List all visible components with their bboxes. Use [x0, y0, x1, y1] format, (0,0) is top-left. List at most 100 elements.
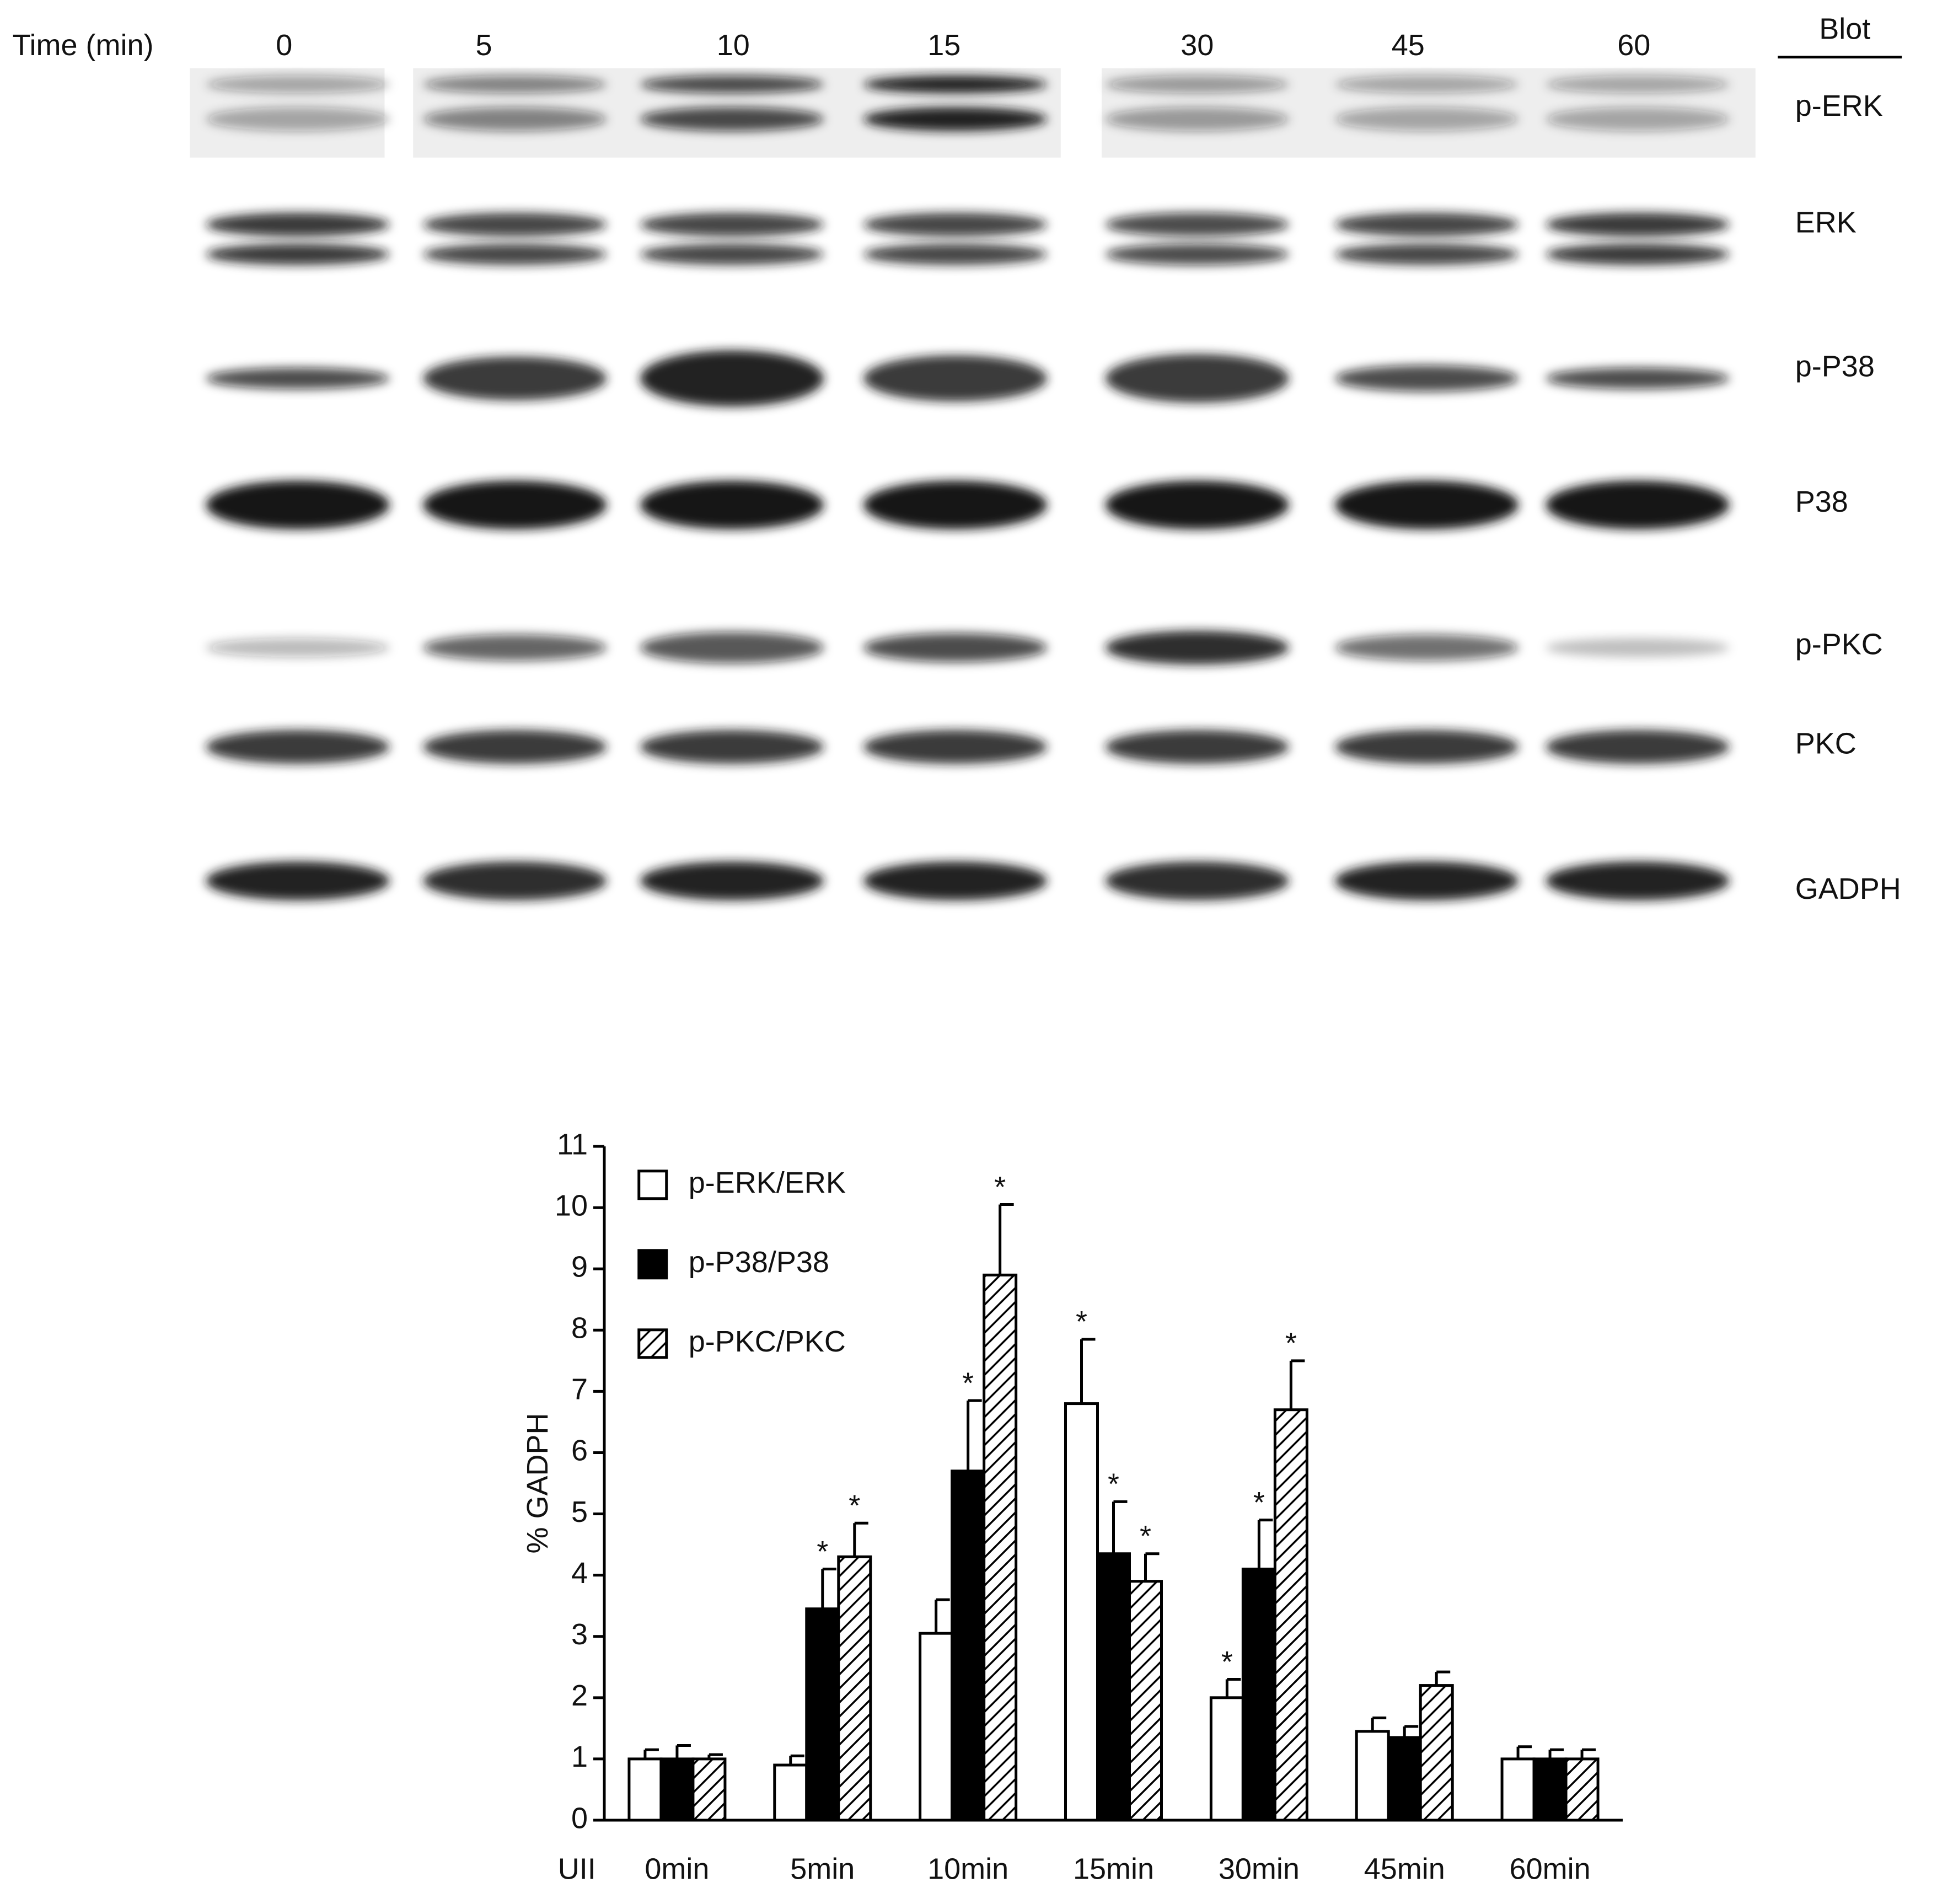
blot-band — [1105, 212, 1289, 237]
y-tick-label: 6 — [571, 1434, 588, 1467]
time-value: 0 — [276, 29, 292, 62]
blot-band — [206, 638, 390, 657]
significance-mark: * — [1140, 1520, 1151, 1553]
blot-band — [1335, 243, 1519, 265]
blot-row-label: PKC — [1795, 727, 1856, 760]
blot-band — [206, 861, 390, 900]
y-tick-label: 10 — [555, 1189, 588, 1222]
bar — [1209, 1696, 1244, 1822]
blot-band — [863, 107, 1047, 131]
y-tick-label: 11 — [557, 1128, 588, 1161]
significance-mark: * — [849, 1489, 860, 1522]
legend-label: p-P38/P38 — [689, 1246, 829, 1279]
time-value: 60 — [1617, 29, 1650, 62]
y-tick-label: 3 — [571, 1618, 588, 1651]
blot-band — [1105, 480, 1289, 529]
legend-swatch — [637, 1170, 668, 1200]
x-tick-label: 45min — [1364, 1852, 1445, 1885]
blot-band — [863, 75, 1047, 94]
blot-band — [206, 212, 390, 237]
blot-band — [1105, 75, 1289, 94]
x-tick-label: 60min — [1510, 1852, 1591, 1885]
x-axis-title: UII — [558, 1852, 596, 1885]
blot-row-label: p-ERK — [1795, 89, 1883, 122]
bar — [1564, 1757, 1600, 1822]
blot-band — [206, 480, 390, 529]
blot-band — [1546, 212, 1730, 237]
y-tick-label: 5 — [571, 1495, 588, 1528]
y-tick-label: 8 — [571, 1312, 588, 1345]
x-tick-label: 15min — [1073, 1852, 1154, 1885]
x-tick-label: 10min — [927, 1852, 1008, 1885]
blot-band — [1335, 861, 1519, 900]
bar — [691, 1757, 727, 1822]
blot-band — [1546, 480, 1730, 529]
bar — [1419, 1684, 1454, 1822]
blot-band — [863, 480, 1047, 529]
blot-band — [206, 107, 390, 131]
blot-band — [640, 480, 824, 529]
blot-band — [640, 632, 824, 663]
blot-band — [423, 730, 607, 764]
blot-band — [423, 356, 607, 400]
significance-mark: * — [1221, 1645, 1233, 1678]
blot-band — [423, 861, 607, 900]
blot-band — [1335, 480, 1519, 529]
y-tick-label: 7 — [571, 1373, 588, 1406]
blot-band — [640, 350, 824, 407]
bar — [837, 1555, 872, 1822]
bar — [1128, 1580, 1163, 1822]
bar — [919, 1632, 954, 1822]
legend-label: p-ERK/ERK — [689, 1166, 846, 1199]
blot-row-label: P38 — [1795, 485, 1848, 518]
western-blot: Time (min) 0 5 10 15 30 45 60 Blot p-ERK ERK p-P38 P… — [13, 13, 1902, 905]
blot-band — [640, 243, 824, 265]
blot-band — [1546, 861, 1730, 900]
blot-band — [1546, 107, 1730, 131]
blot-band — [423, 634, 607, 661]
blot-band — [423, 480, 607, 529]
bar — [1273, 1408, 1308, 1822]
x-tick-label: 30min — [1219, 1852, 1300, 1885]
bar — [1355, 1730, 1390, 1822]
y-tick-label: 2 — [571, 1679, 588, 1712]
significance-mark: * — [817, 1535, 828, 1568]
blot-band — [1546, 243, 1730, 265]
blot-band — [423, 107, 607, 131]
blot-band — [206, 243, 390, 265]
blot-band — [640, 730, 824, 764]
bar — [805, 1607, 840, 1822]
y-tick-label: 9 — [571, 1250, 588, 1283]
blot-band — [1105, 243, 1289, 265]
blot-row-label: ERK — [1795, 206, 1856, 239]
bar — [773, 1763, 808, 1822]
blot-band — [1105, 630, 1289, 665]
bar-chart: 0 1 2 3 4 5 6 7 8 9 10 11 % GADPH UII 0min 5min * * 10min *… — [521, 1128, 1623, 1885]
blot-band — [1105, 861, 1289, 900]
time-value: 45 — [1392, 29, 1425, 62]
blot-band — [1105, 354, 1289, 403]
x-tick-label: 5min — [790, 1852, 855, 1885]
x-tick-label: 0min — [645, 1852, 709, 1885]
blot-header: Blot — [1819, 13, 1870, 46]
blot-row-label: p-PKC — [1795, 628, 1883, 661]
blot-band — [423, 75, 607, 94]
blot-band — [1546, 75, 1730, 94]
blot-row-label: GADPH — [1795, 872, 1901, 905]
bar — [1241, 1568, 1276, 1822]
blot-band — [1546, 367, 1730, 389]
blot-band — [1335, 365, 1519, 392]
time-label: Time (min) — [13, 29, 154, 62]
y-axis-title: % GADPH — [521, 1413, 554, 1553]
time-value: 10 — [717, 29, 750, 62]
blot-band — [1335, 634, 1519, 661]
blot-band — [863, 243, 1047, 265]
significance-mark: * — [994, 1171, 1006, 1204]
blot-band — [863, 212, 1047, 237]
y-tick-label: 4 — [571, 1557, 588, 1590]
blot-band — [423, 243, 607, 265]
blot-band — [640, 75, 824, 94]
blot-band — [1335, 212, 1519, 237]
y-tick-label: 1 — [571, 1740, 588, 1773]
